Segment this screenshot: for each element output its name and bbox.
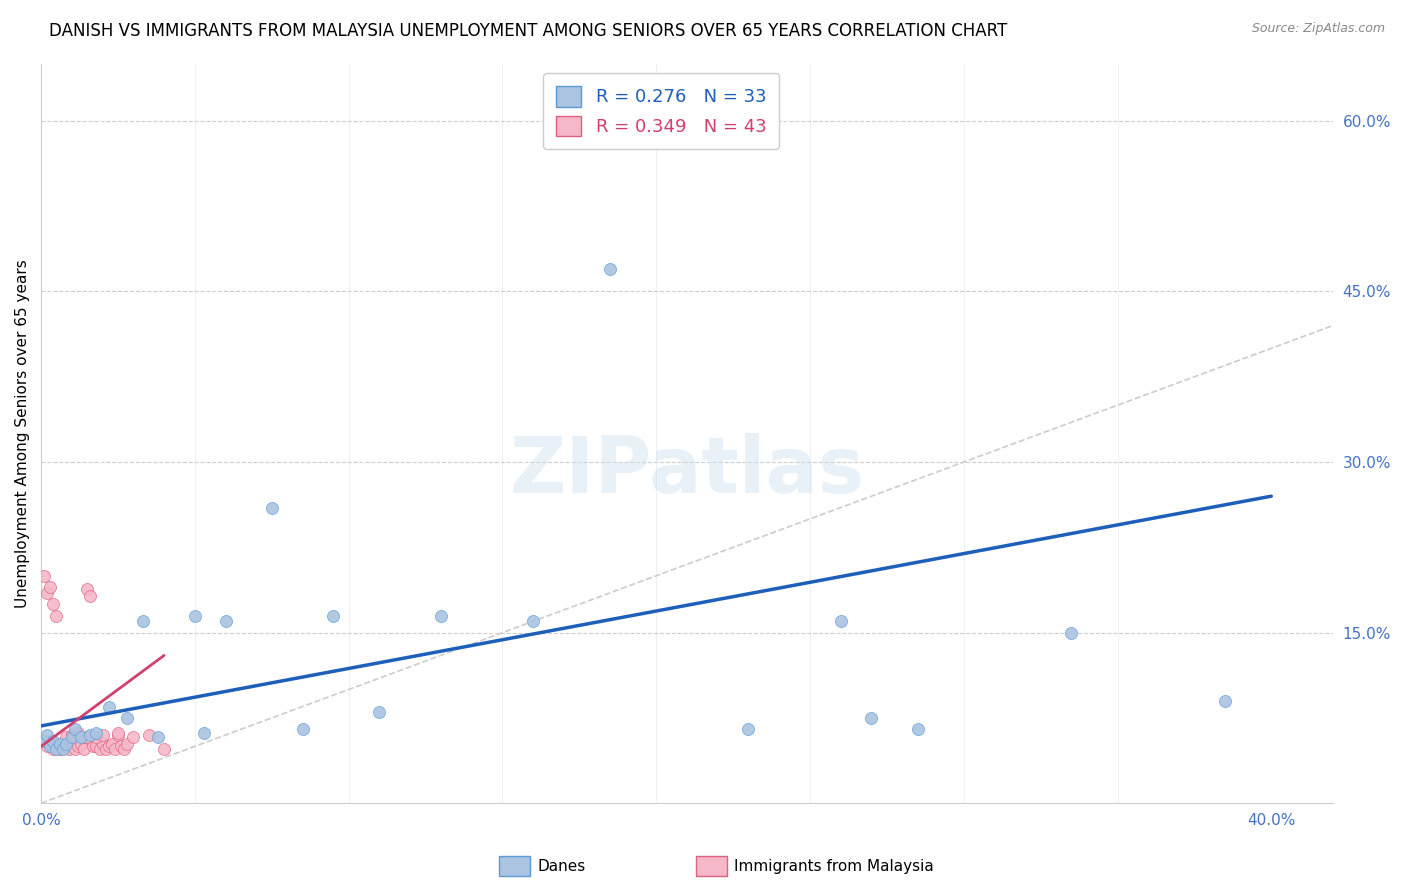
Point: [37, 739, 59, 754]
Point: [76, 582, 98, 597]
Point: [79, 589, 101, 603]
Point: [89, 741, 111, 756]
Point: [32, 733, 55, 747]
Point: [60, 733, 83, 747]
Point: [107, 725, 129, 739]
Point: [860, 711, 883, 725]
Point: [73, 741, 96, 756]
Point: [94, 741, 117, 756]
Point: [42, 597, 65, 611]
Point: [52, 741, 75, 756]
Point: [107, 728, 129, 742]
Point: [66, 725, 89, 739]
Text: Source: ZipAtlas.com: Source: ZipAtlas.com: [1251, 22, 1385, 36]
Point: [115, 711, 138, 725]
Text: ZIPatlas: ZIPatlas: [509, 433, 865, 508]
Point: [1060, 625, 1083, 640]
Point: [70, 731, 93, 745]
Point: [48, 737, 70, 751]
Point: [63, 741, 86, 756]
Point: [82, 739, 104, 754]
Text: Danes: Danes: [537, 859, 585, 873]
Point: [86, 739, 108, 754]
Point: [63, 723, 86, 737]
Point: [131, 614, 153, 628]
Point: [86, 725, 108, 739]
Point: [58, 741, 80, 756]
Point: [97, 699, 120, 714]
Point: [153, 741, 176, 756]
Point: [55, 737, 77, 751]
Point: [86, 731, 108, 745]
Point: [322, 608, 344, 623]
Point: [79, 728, 101, 742]
Point: [260, 500, 283, 515]
Point: [48, 741, 70, 756]
Point: [104, 741, 127, 756]
Text: DANISH VS IMMIGRANTS FROM MALAYSIA UNEMPLOYMENT AMONG SENIORS OVER 65 YEARS CORR: DANISH VS IMMIGRANTS FROM MALAYSIA UNEMP…: [49, 22, 1008, 40]
Point: [1213, 694, 1236, 708]
Point: [737, 723, 759, 737]
Point: [76, 731, 98, 745]
Point: [42, 741, 65, 756]
Point: [39, 739, 62, 754]
Point: [37, 728, 59, 742]
Text: Immigrants from Malaysia: Immigrants from Malaysia: [734, 859, 934, 873]
Point: [146, 731, 169, 745]
Point: [39, 580, 62, 594]
Point: [214, 614, 236, 628]
Point: [60, 731, 83, 745]
Point: [91, 737, 114, 751]
Point: [37, 586, 59, 600]
Point: [45, 741, 67, 756]
Point: [184, 608, 207, 623]
Point: [138, 728, 160, 742]
Point: [32, 568, 55, 582]
Y-axis label: Unemployment Among Seniors over 65 years: Unemployment Among Seniors over 65 years: [15, 260, 30, 608]
Point: [52, 737, 75, 751]
Point: [60, 728, 83, 742]
Point: [45, 739, 67, 754]
Point: [42, 733, 65, 747]
Legend: R = 0.276   N = 33, R = 0.349   N = 43: R = 0.276 N = 33, R = 0.349 N = 43: [543, 73, 779, 149]
Point: [110, 739, 132, 754]
Point: [830, 614, 852, 628]
Point: [291, 723, 314, 737]
Point: [39, 737, 62, 751]
Point: [522, 614, 544, 628]
Point: [907, 723, 929, 737]
Point: [112, 741, 135, 756]
Point: [55, 731, 77, 745]
Point: [55, 739, 77, 754]
Point: [368, 705, 391, 719]
Point: [91, 728, 114, 742]
Point: [193, 725, 215, 739]
Point: [45, 608, 67, 623]
Point: [70, 737, 93, 751]
Point: [430, 608, 453, 623]
Point: [599, 261, 621, 276]
Point: [97, 739, 120, 754]
Point: [122, 731, 145, 745]
Point: [101, 737, 124, 751]
Point: [115, 737, 138, 751]
Point: [66, 739, 89, 754]
Point: [32, 733, 55, 747]
